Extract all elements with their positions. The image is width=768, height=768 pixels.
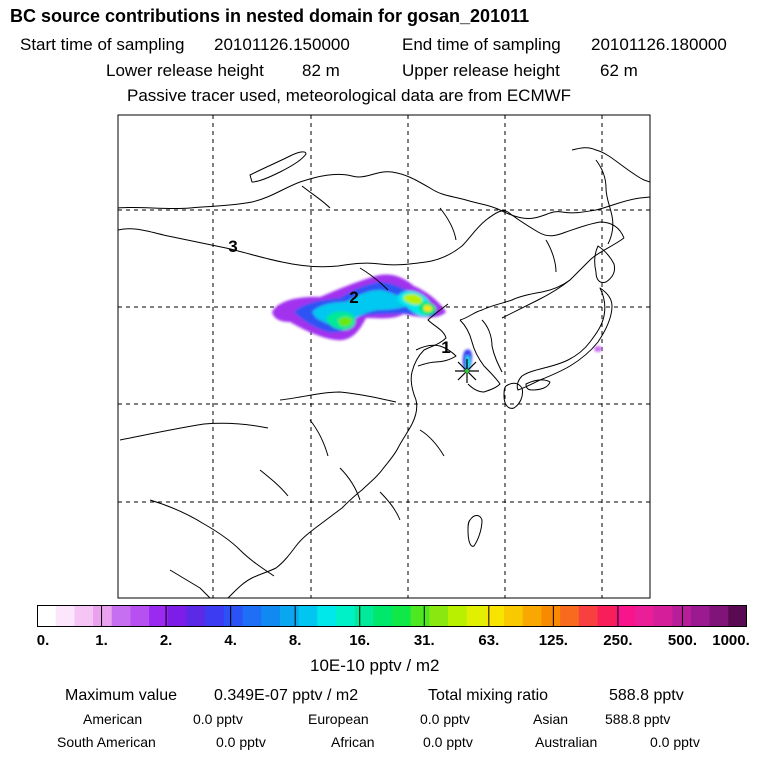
- colorbar-tick-label: 125.: [538, 632, 568, 649]
- region-value-american: 0.0 pptv: [193, 711, 243, 727]
- colorbar-tick-label: 16.: [349, 632, 371, 649]
- region-name-australian: Australian: [535, 734, 598, 750]
- region-name-african: African: [331, 734, 375, 750]
- lower-height-label: Lower release height: [106, 61, 264, 80]
- total-mixing-value: 588.8 pptv: [609, 687, 684, 704]
- colorbar-cell: [672, 605, 692, 627]
- colorbar-cell: [578, 605, 599, 627]
- colorbar-cell: [373, 605, 393, 627]
- colorbar-cell: [242, 605, 262, 627]
- start-time-label: Start time of sampling: [20, 35, 185, 54]
- region-label-1: 1: [441, 338, 450, 357]
- colorbar: [37, 605, 747, 627]
- colorbar-tick-label: 250.: [603, 632, 633, 649]
- colorbar-tick-label: 2.: [159, 632, 173, 649]
- max-value: 0.349E-07 pptv / m2: [214, 687, 359, 704]
- colorbar-cell: [522, 605, 543, 627]
- colorbar-cell: [111, 605, 132, 627]
- colorbar-cell: [410, 605, 430, 627]
- region-name-asian: Asian: [533, 711, 569, 727]
- colorbar-cell: [130, 605, 150, 627]
- colorbar-tick-label: 0.: [36, 632, 50, 649]
- region-name-south-american: South American: [57, 734, 156, 750]
- colorbar-cell: [74, 605, 94, 627]
- map-frame: [117, 114, 651, 599]
- colorbar-cell: [186, 605, 206, 627]
- map-panel: 3 2 1: [117, 114, 651, 599]
- region-name-american: American: [83, 711, 143, 727]
- colorbar-cell: [560, 605, 580, 627]
- colorbar-cell: [37, 605, 57, 627]
- colorbar-cell: [298, 605, 318, 627]
- region-value-asian: 588.8 pptv: [605, 711, 671, 727]
- max-value-label: Maximum value: [65, 687, 178, 704]
- upper-height-value: 62 m: [600, 61, 638, 80]
- end-time-value: 20101126.180000: [591, 35, 727, 54]
- colorbar-cell: [317, 605, 337, 627]
- colorbar-cell: [597, 605, 617, 627]
- colorbar-cell: [354, 605, 374, 627]
- colorbar-cell: [261, 605, 281, 627]
- region-value-south-american: 0.0 pptv: [216, 734, 266, 750]
- end-time-label: End time of sampling: [402, 35, 561, 54]
- start-time-value: 20101126.150000: [214, 35, 350, 54]
- colorbar-cell: [448, 605, 468, 627]
- region-label-3: 3: [228, 237, 237, 256]
- upper-height-label: Upper release height: [402, 61, 560, 80]
- region-value-european: 0.0 pptv: [420, 711, 470, 727]
- colorbar-cell: [541, 605, 561, 627]
- receptor-star-icon: [455, 359, 479, 383]
- colorbar-unit: 10E-10 pptv / m2: [310, 656, 440, 675]
- region-value-african: 0.0 pptv: [423, 734, 473, 750]
- colorbar-cell: [335, 605, 356, 627]
- colorbar-cell: [616, 605, 636, 627]
- colorbar-cell: [392, 605, 412, 627]
- lower-height-value: 82 m: [302, 61, 340, 80]
- colorbar-cell: [93, 605, 113, 627]
- colorbar-tick-label: 31.: [413, 632, 435, 649]
- colorbar-cell: [709, 605, 729, 627]
- colorbar-cell: [466, 605, 487, 627]
- plot-title: BC source contributions in nested domain…: [10, 6, 530, 26]
- colorbar-tick-label: 4.: [224, 632, 237, 649]
- colorbar-tick-label: 500.: [667, 632, 698, 649]
- colorbar-cell: [205, 605, 225, 627]
- tracer-note: Passive tracer used, meteorological data…: [127, 86, 572, 105]
- colorbar-cell: [634, 605, 655, 627]
- colorbar-tick-label: 63.: [478, 632, 500, 649]
- region-value-australian: 0.0 pptv: [650, 734, 700, 750]
- colorbar-cell: [429, 605, 449, 627]
- colorbar-tick-label: 1.: [95, 632, 108, 649]
- plume-footprint: [272, 274, 602, 372]
- colorbar-cell: [485, 605, 505, 627]
- colorbar-cell: [279, 605, 300, 627]
- region-label-2: 2: [349, 288, 358, 307]
- colorbar-cell: [728, 605, 747, 627]
- colorbar-cell: [653, 605, 673, 627]
- colorbar-cell: [504, 605, 524, 627]
- coastlines: [118, 147, 650, 598]
- colorbar-tick-label: 8.: [288, 632, 302, 649]
- region-name-european: European: [308, 711, 369, 727]
- colorbar-cell: [223, 605, 244, 627]
- colorbar-cell: [149, 605, 169, 627]
- colorbar-cell: [690, 605, 711, 627]
- colorbar-tick-label: 1000.: [712, 632, 750, 649]
- colorbar-cell: [55, 605, 75, 627]
- total-mixing-label: Total mixing ratio: [428, 687, 549, 704]
- colorbar-cell: [167, 605, 188, 627]
